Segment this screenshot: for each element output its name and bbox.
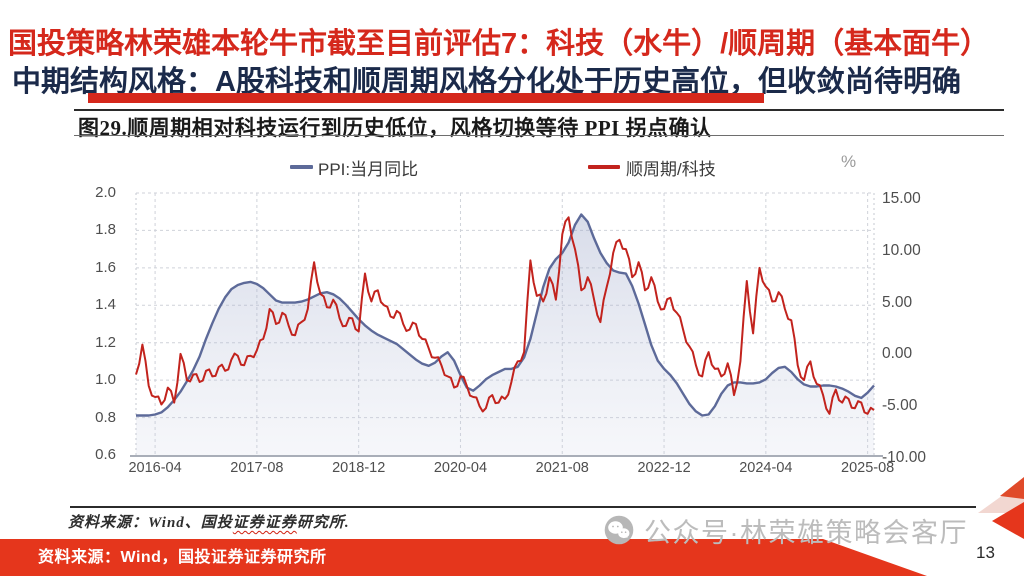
x-axis-tick-label: 2017-08	[230, 460, 284, 476]
x-axis-tick-label: 2016-04	[128, 460, 182, 476]
x-axis-tick-label: 2022-12	[637, 460, 691, 476]
title-accent-bar	[88, 93, 764, 103]
right-axis-unit-label: %	[841, 152, 857, 171]
figure-top-border	[74, 109, 1004, 111]
wechat-icon	[604, 515, 634, 545]
corner-ribbon-red	[1000, 477, 1024, 499]
legend-label-ratio: 顺周期/科技	[626, 160, 716, 179]
right-axis-tick-label: 15.00	[882, 190, 921, 207]
page-title: 国投策略林荣雄本轮牛市截至目前评估7：科技（水牛）/顺周期（基本面牛）	[8, 28, 990, 60]
left-axis-tick-label: 1.6	[95, 258, 116, 276]
figure-source-note: 资料来源：Wind、国投证券证券研究所.	[68, 511, 350, 532]
page-number: 13	[976, 543, 995, 562]
left-axis-tick-label: 0.8	[95, 408, 116, 426]
x-axis-tick-label: 2018-12	[332, 460, 386, 476]
x-axis-tick-label: 2021-08	[535, 460, 589, 476]
page-subtitle: 中期结构风格：A股科技和顺周期风格分化处于历史高位，但收敛尚待明确	[12, 66, 961, 98]
ratio-line	[135, 216, 875, 415]
legend-label-ppi: PPI:当月同比	[318, 160, 419, 179]
left-axis-tick-label: 1.8	[95, 221, 116, 239]
left-axis-tick-label: 1.0	[95, 371, 116, 389]
x-axis-tick-label: 2020-04	[433, 460, 488, 476]
corner-ribbon-pale	[978, 480, 1024, 513]
figure-source-underlined: 证券证券	[232, 515, 297, 531]
corner-ribbon-sliver	[992, 502, 1024, 539]
x-axis-tick-label: 2024-04	[739, 460, 793, 476]
left-axis-tick-label: 1.2	[95, 333, 116, 351]
watermark: 公众号·林荣雄策略会客厅	[604, 512, 968, 548]
right-axis-tick-label: -10.00	[882, 449, 926, 466]
right-axis-tick-label: 10.00	[882, 241, 921, 259]
x-axis-tick-label: 2025-08	[841, 460, 895, 476]
ppi-area-fill	[136, 214, 874, 456]
footer-source-text: 资料来源：Wind，国投证券证券研究所	[38, 549, 327, 566]
figure-caption-rule	[74, 135, 1004, 136]
figure-source-suffix: 研究所.	[296, 515, 350, 531]
figure-source-prefix: 资料来源：Wind、国投	[68, 515, 233, 531]
right-axis-tick-label: -5.00	[882, 397, 918, 415]
right-axis-tick-label: 5.00	[882, 293, 913, 311]
figure-caption: 图29.顺周期相对科技运行到历史低位，风格切换等待 PPI 拐点确认	[78, 116, 712, 140]
left-axis-tick-label: 2.0	[95, 184, 116, 201]
watermark-text: 公众号·林荣雄策略会客厅	[644, 517, 968, 548]
left-axis-tick-label: 0.6	[95, 446, 116, 463]
figure-bottom-border	[70, 506, 976, 508]
ppi-line	[136, 213, 875, 417]
legend-marker-ratio	[588, 165, 620, 169]
right-axis-tick-label: 0.00	[882, 345, 913, 363]
left-axis-tick-label: 1.4	[95, 296, 116, 314]
legend-marker-ppi	[290, 165, 313, 169]
footer-band: 资料来源：Wind，国投证券证券研究所	[0, 539, 927, 576]
